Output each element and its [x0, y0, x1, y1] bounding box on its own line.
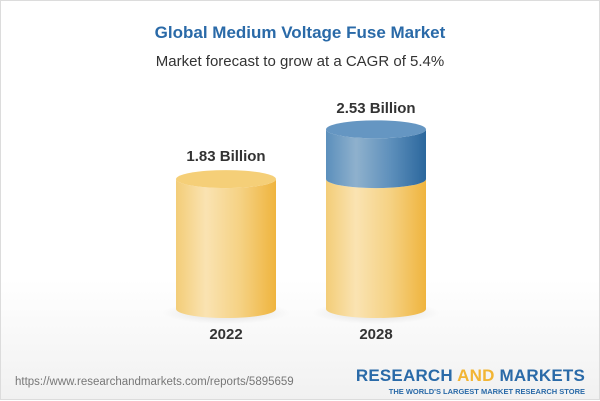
- logo-text: AND: [457, 366, 495, 385]
- logo-tagline: THE WORLD'S LARGEST MARKET RESEARCH STOR…: [388, 387, 585, 396]
- category-label: 2022: [209, 326, 242, 343]
- data-label: 2.53 Billion: [336, 100, 415, 117]
- chart-subtitle: Market forecast to grow at a CAGR of 5.4…: [155, 53, 445, 70]
- logo-text: MARKETS: [494, 366, 585, 385]
- cylinder-body: [176, 179, 276, 318]
- cylinder-growth-segment: [326, 129, 426, 189]
- logo-text: RESEARCH: [355, 366, 458, 385]
- cylinder-top: [326, 120, 426, 139]
- category-label: 2028: [359, 326, 392, 343]
- cylinder-base-segment: [326, 179, 426, 318]
- source-url[interactable]: https://www.researchandmarkets.com/repor…: [15, 376, 294, 388]
- chart-title: Global Medium Voltage Fuse Market: [154, 23, 446, 42]
- research-and-markets-logo: RESEARCH AND MARKETS THE WORLD'S LARGEST…: [356, 367, 585, 396]
- cylinder-top: [176, 170, 276, 189]
- data-label: 1.83 Billion: [186, 148, 265, 165]
